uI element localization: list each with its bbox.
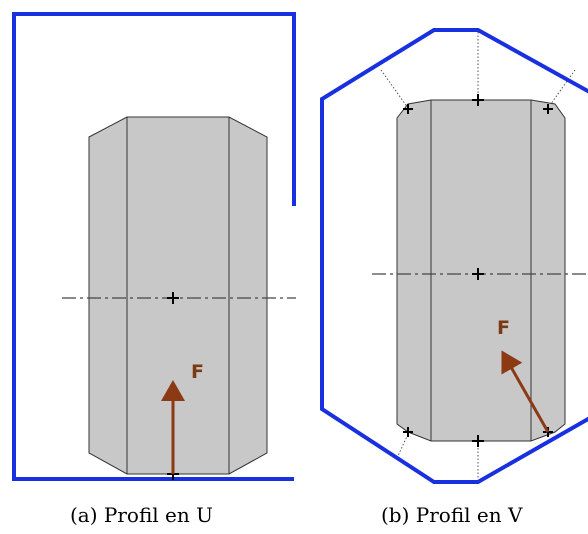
subfigure-v-profile: F <box>322 30 588 482</box>
v-part-body <box>397 100 565 441</box>
v-force-label: F <box>497 317 510 339</box>
subfigure-u-profile: F <box>14 14 296 480</box>
caption-u-profile: (a) Profil en U <box>70 503 213 527</box>
u-part-body <box>89 117 267 474</box>
caption-v-profile: (b) Profil en V <box>381 503 522 527</box>
u-force-label: F <box>191 361 204 383</box>
